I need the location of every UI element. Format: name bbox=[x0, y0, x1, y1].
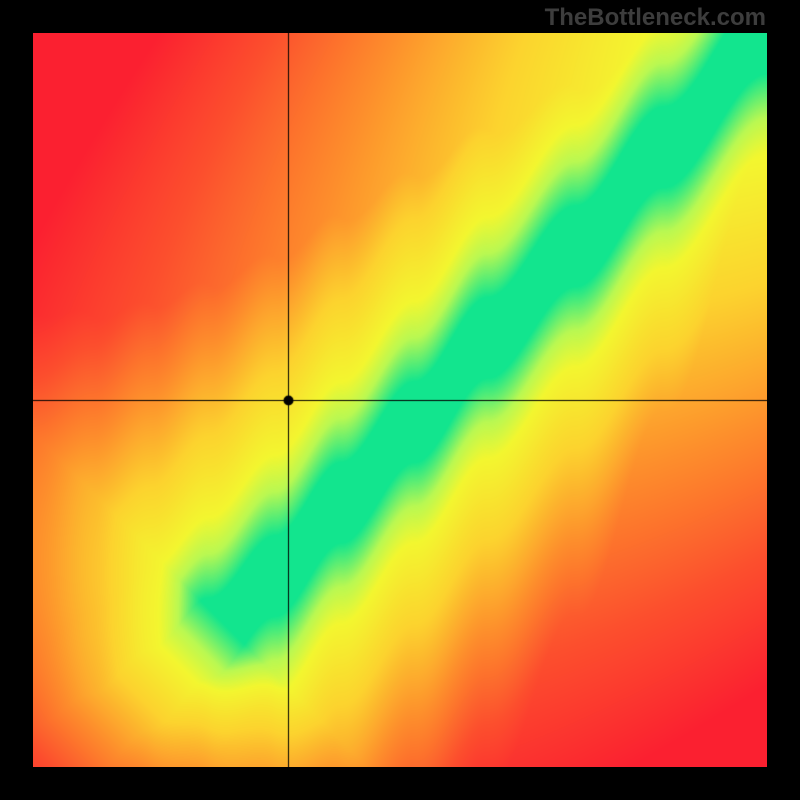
chart-stage: TheBottleneck.com bbox=[0, 0, 800, 800]
bottleneck-heatmap bbox=[33, 33, 767, 767]
watermark-text: TheBottleneck.com bbox=[545, 4, 766, 32]
